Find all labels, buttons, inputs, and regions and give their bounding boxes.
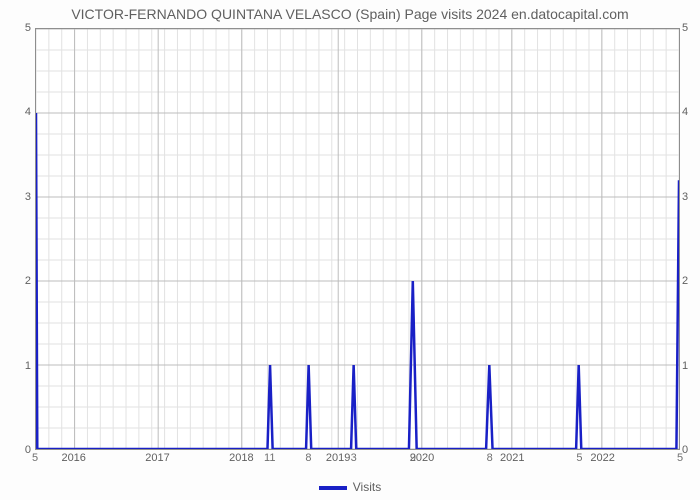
- chart-legend: Visits: [0, 480, 700, 494]
- y-tick-left: 2: [15, 275, 31, 287]
- y-tick-right: 5: [682, 22, 698, 34]
- x-year-label: 2018: [229, 452, 253, 464]
- y-tick-left: 1: [15, 360, 31, 372]
- x-annotation: 8: [305, 452, 311, 464]
- x-year-label: 2022: [590, 452, 614, 464]
- y-tick-right: 1: [682, 360, 698, 372]
- y-tick-right: 4: [682, 106, 698, 118]
- x-year-label: 2021: [500, 452, 524, 464]
- chart-title: VICTOR-FERNANDO QUINTANA VELASCO (Spain)…: [0, 6, 700, 22]
- x-annotation: 5: [677, 452, 683, 464]
- chart-container: VICTOR-FERNANDO QUINTANA VELASCO (Spain)…: [0, 0, 700, 500]
- x-year-label: 2016: [61, 452, 85, 464]
- x-year-label: 2019: [326, 452, 350, 464]
- x-annotation: 5: [576, 452, 582, 464]
- legend-label: Visits: [353, 480, 381, 494]
- x-annotation: 9: [410, 452, 416, 464]
- legend-swatch: [319, 486, 347, 490]
- y-tick-left: 4: [15, 106, 31, 118]
- y-tick-right: 0: [682, 444, 698, 456]
- x-annotation: 11: [264, 452, 275, 464]
- chart-plot-area: [35, 28, 680, 450]
- y-tick-left: 3: [15, 191, 31, 203]
- y-tick-right: 2: [682, 275, 698, 287]
- x-annotation: 8: [487, 452, 493, 464]
- x-annotation: 3: [351, 452, 357, 464]
- x-year-label: 2017: [145, 452, 169, 464]
- y-tick-left: 0: [15, 444, 31, 456]
- y-tick-left: 5: [15, 22, 31, 34]
- chart-svg: [36, 29, 679, 449]
- x-annotation: 5: [32, 452, 38, 464]
- y-tick-right: 3: [682, 191, 698, 203]
